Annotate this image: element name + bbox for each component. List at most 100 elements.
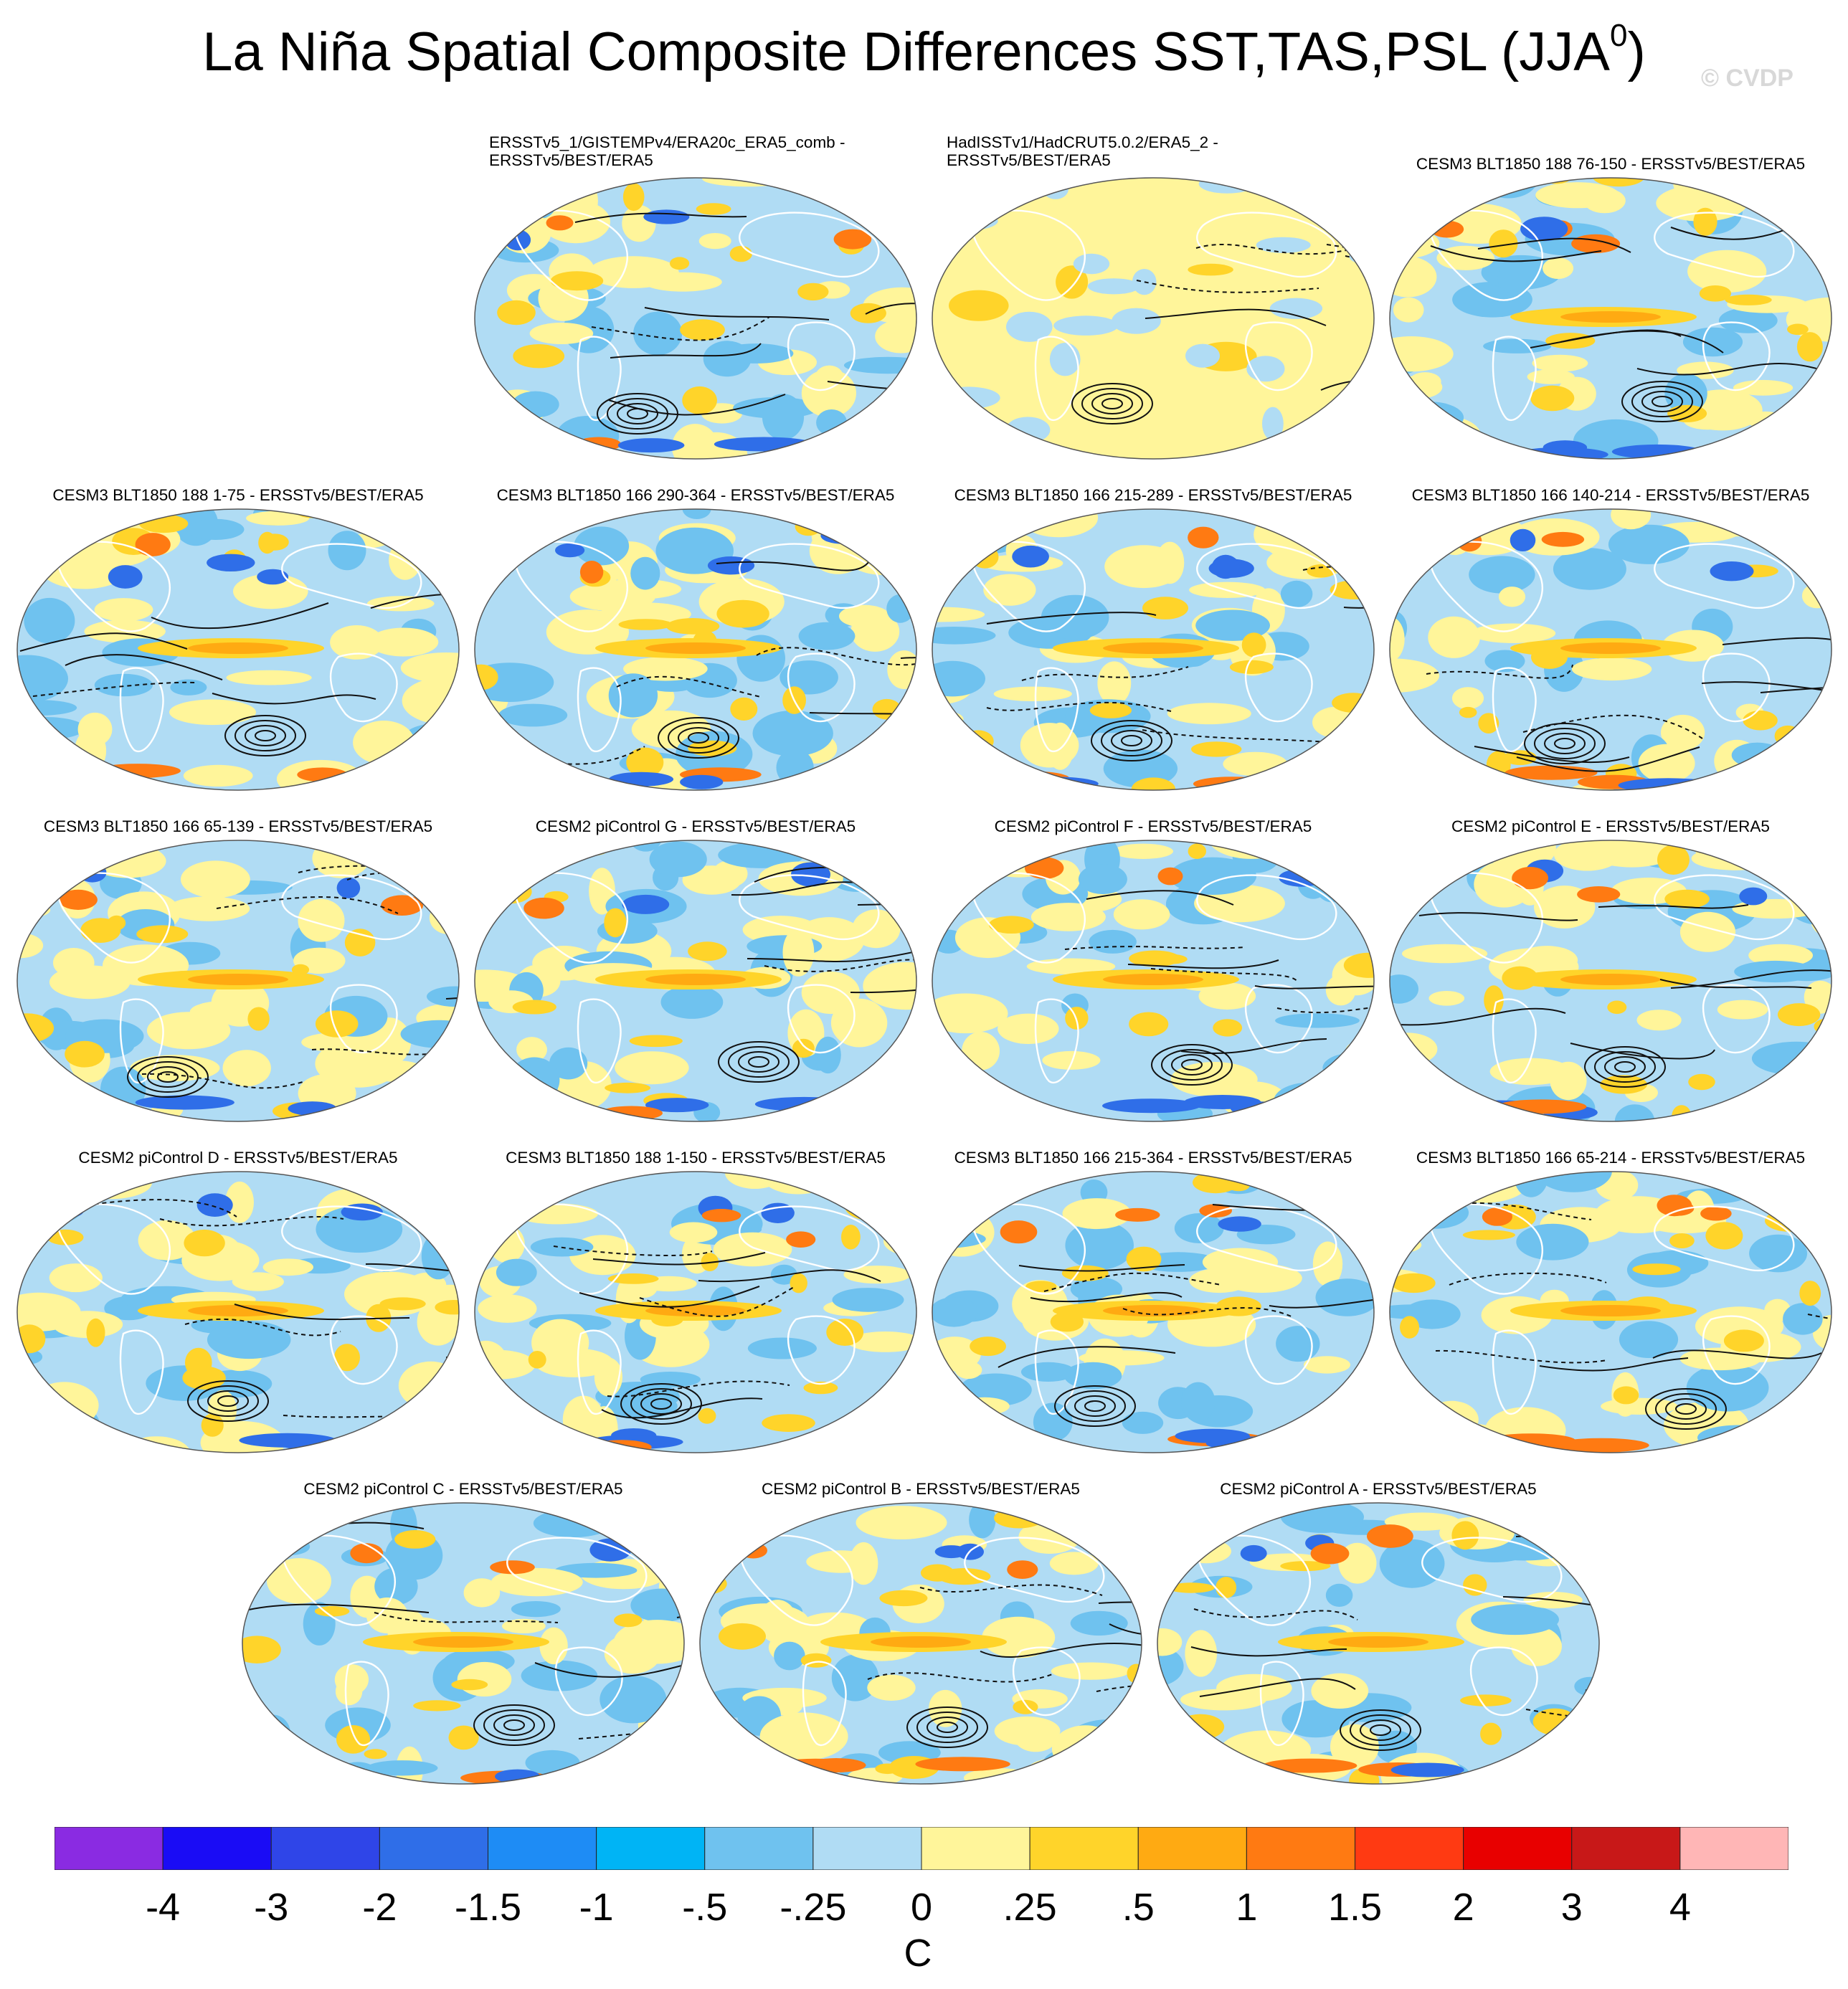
anomaly-patch — [1728, 840, 1786, 856]
anomaly-patch — [1671, 1446, 1742, 1453]
anomaly-patch — [633, 311, 683, 356]
psl-contour — [1086, 890, 1234, 906]
anomaly-patch — [792, 1038, 815, 1058]
anomaly-patch — [891, 840, 916, 864]
anomaly-patch — [1749, 1424, 1807, 1453]
anomaly-patch — [1229, 660, 1274, 674]
anomaly-patch — [932, 860, 956, 889]
anomaly-patch — [1164, 1769, 1183, 1784]
psl-contour — [1655, 1393, 1717, 1425]
psl-contour — [234, 1304, 410, 1321]
panel-cesm3-166-215-364: CESM3 BLT1850 166 215-364 - ERSSTv5/BEST… — [924, 1127, 1383, 1457]
psl-contour — [591, 316, 770, 341]
anomaly-patch — [719, 343, 794, 364]
colorbar-box — [1355, 1827, 1464, 1870]
anomaly-patch — [1332, 739, 1374, 759]
anomaly-patch — [1393, 402, 1464, 434]
anomaly-patch — [1513, 509, 1544, 516]
anomaly-patch — [1541, 531, 1585, 547]
anomaly-patch — [1667, 404, 1707, 422]
anomaly-patch — [366, 1760, 438, 1776]
anomaly-patch — [879, 1590, 928, 1607]
anomaly-patch — [1311, 1673, 1369, 1709]
anomaly-patch — [1223, 751, 1288, 777]
anomaly-patch — [594, 1357, 622, 1397]
anomaly-patch — [1113, 899, 1170, 930]
anomaly-patch — [826, 1319, 864, 1346]
anomaly-patch — [1470, 623, 1556, 643]
anomaly-patch — [1277, 850, 1304, 868]
anomaly-patch — [222, 1050, 271, 1086]
anomaly-patch — [1613, 1386, 1639, 1405]
psl-contour — [141, 1073, 303, 1089]
anomaly-patch — [696, 203, 731, 215]
anomaly-patch — [272, 1503, 364, 1521]
anomaly-patch — [1067, 1526, 1139, 1542]
anomaly-patch — [34, 1172, 77, 1194]
anomaly-patch — [1753, 447, 1801, 459]
psl-contour — [738, 1051, 780, 1073]
coastline — [1034, 667, 1079, 753]
anomaly-patch — [1632, 1263, 1681, 1276]
anomaly-patch — [1571, 234, 1621, 253]
anomaly-patch — [1167, 703, 1251, 725]
anomaly-patch — [1062, 1198, 1132, 1230]
anomaly-patch — [761, 1202, 795, 1223]
anomaly-patch — [539, 1627, 568, 1665]
anomaly-patch — [374, 1567, 418, 1605]
map-plot — [474, 1171, 917, 1453]
anomaly-patch — [1078, 864, 1127, 895]
anomaly-patch — [1611, 444, 1703, 459]
psl-contour — [986, 701, 1172, 712]
anomaly-patch — [475, 844, 524, 878]
anomaly-patch — [682, 509, 711, 519]
coastline — [506, 1537, 648, 1603]
panel-cesm3-166-140-214: CESM3 BLT1850 166 140-214 - ERSSTv5/BEST… — [1381, 465, 1840, 794]
anomaly-patch — [1560, 974, 1661, 985]
anomaly-patch — [529, 323, 594, 344]
anomaly-patch — [729, 245, 752, 262]
anomaly-patch — [577, 1439, 612, 1453]
anomaly-patch — [1174, 1213, 1224, 1243]
anomaly-patch — [820, 527, 866, 544]
psl-contour — [19, 632, 188, 652]
panel-obs-hadisst: HadISSTv1/HadCRUT5.0.2/ERA5_2 - ERSSTv5/B… — [924, 133, 1383, 463]
anomaly-patch — [719, 1623, 766, 1650]
psl-contour — [906, 1706, 988, 1748]
anomaly-patch — [815, 1036, 841, 1074]
anomaly-patch — [1276, 1326, 1320, 1362]
anomaly-patch — [314, 1605, 350, 1617]
map-plot — [1389, 1171, 1832, 1453]
anomaly-patch — [1051, 1662, 1130, 1680]
anomaly-patch — [1112, 308, 1161, 334]
anomaly-patch — [1390, 1381, 1418, 1413]
anomaly-patch — [448, 1725, 479, 1750]
map-frame — [16, 1171, 460, 1453]
anomaly-patch — [1262, 1758, 1357, 1773]
anomaly-patch — [30, 1184, 85, 1224]
anomaly-patch — [1688, 1073, 1715, 1091]
anomaly-patch — [1273, 1082, 1345, 1121]
anomaly-patch — [263, 1516, 283, 1536]
coastline — [787, 1315, 856, 1385]
anomaly-patch — [550, 271, 604, 291]
anomaly-patch — [1743, 710, 1778, 731]
psl-contour — [1570, 1043, 1715, 1060]
anomaly-patch — [335, 1677, 363, 1706]
psl-contour — [445, 1357, 459, 1361]
colorbar-tick-label: -.5 — [682, 1886, 728, 1929]
psl-contour — [159, 1216, 344, 1227]
anomaly-patch — [1089, 929, 1137, 954]
anomaly-patch — [394, 1530, 436, 1549]
coastline — [739, 874, 880, 941]
anomaly-patch — [890, 1182, 916, 1196]
coastline — [1654, 543, 1795, 609]
map-plot — [932, 177, 1375, 460]
psl-contour — [1641, 391, 1683, 412]
anomaly-patch — [964, 1111, 1047, 1121]
anomaly-patch — [1789, 1092, 1822, 1111]
anomaly-patch — [780, 660, 838, 695]
colorbar-box — [1137, 1827, 1247, 1870]
anomaly-patch — [1682, 327, 1743, 357]
psl-contour — [503, 1719, 525, 1731]
